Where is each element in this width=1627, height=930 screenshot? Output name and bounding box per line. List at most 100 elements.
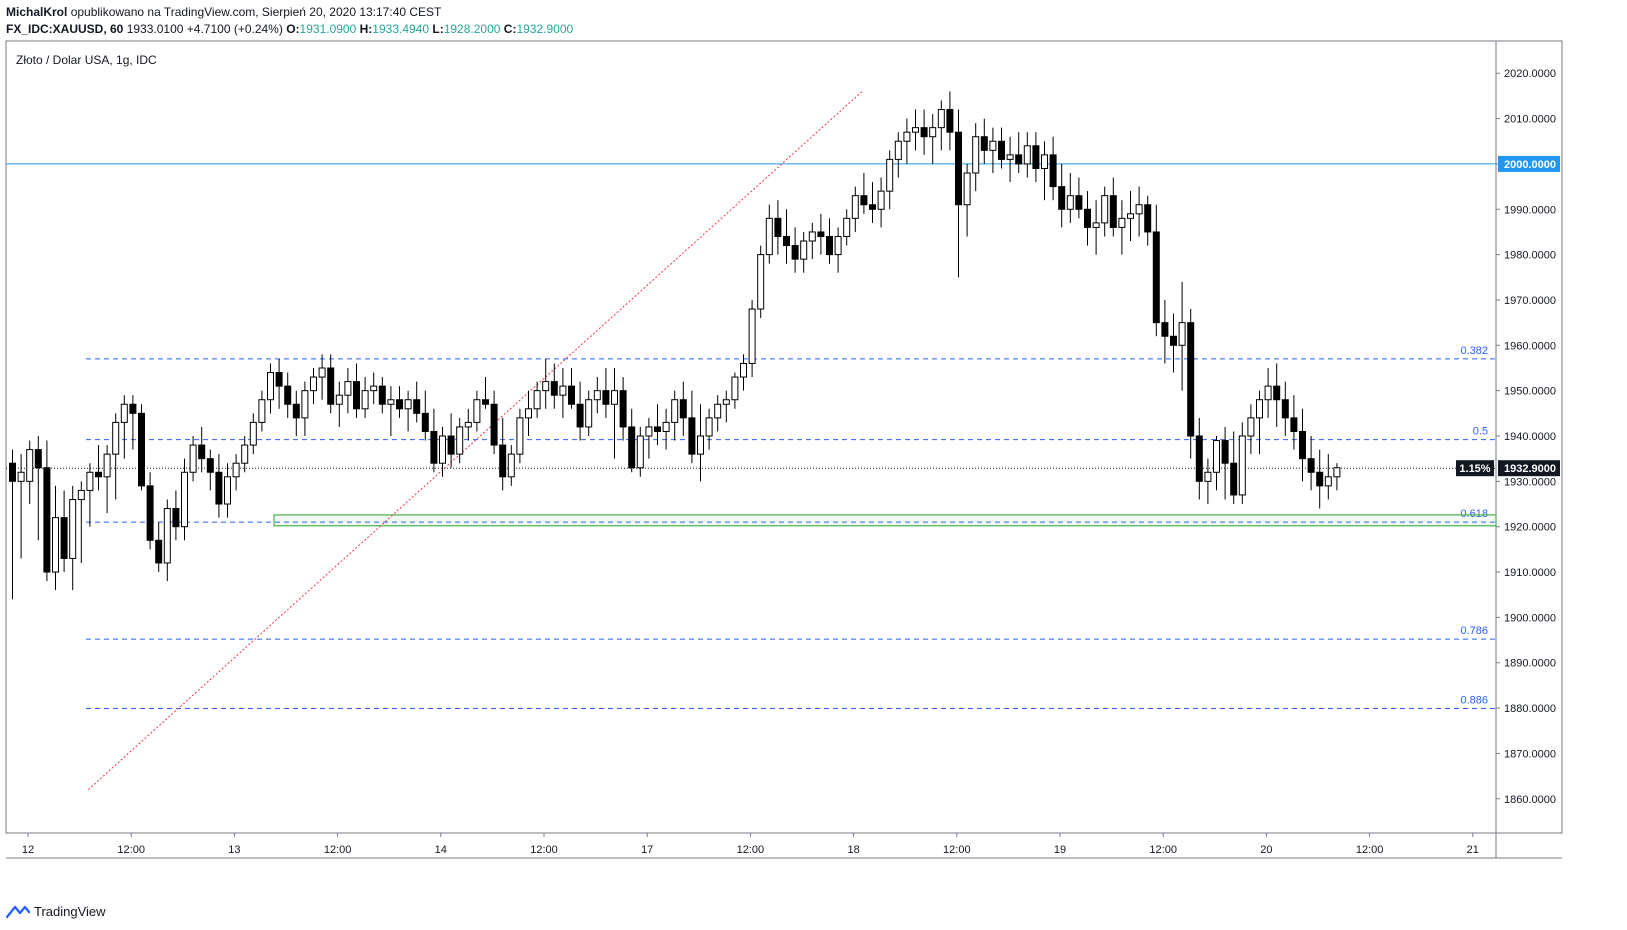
price-change: +4.7100 (+0.24%)	[186, 22, 283, 36]
candle-body	[1049, 154, 1057, 188]
candle-body	[301, 390, 309, 419]
candle-body	[800, 240, 808, 260]
time-tick-label: 20	[1260, 844, 1272, 856]
candle-body	[129, 403, 137, 414]
candle-body	[576, 403, 584, 428]
fib-level-label: 0.382	[1460, 345, 1488, 357]
candle-body	[1170, 335, 1177, 346]
candle-body	[490, 403, 498, 446]
candle-body	[1075, 195, 1083, 210]
candle-body	[447, 435, 455, 455]
candle-body	[998, 140, 1005, 160]
candle-body	[1135, 204, 1143, 215]
candle-body	[464, 421, 472, 428]
candle-body	[172, 508, 180, 528]
candle-body	[387, 399, 395, 405]
candle-body	[1230, 462, 1238, 496]
candle-body	[722, 399, 730, 405]
candle-body	[1316, 471, 1324, 487]
price-tick-label: 1970.0000	[1504, 295, 1556, 307]
close-label: C:	[503, 22, 517, 36]
price-tick-label: 1890.0000	[1504, 658, 1556, 670]
time-tick-label: 13	[228, 844, 240, 856]
fib-level-label: 0.618	[1460, 508, 1488, 520]
candle-body	[378, 385, 386, 405]
candle-body	[912, 127, 919, 133]
price-tick-label: 2010.0000	[1504, 114, 1556, 126]
candle-body	[662, 421, 670, 432]
time-tick-label: 12:00	[1356, 844, 1384, 856]
candle-body	[292, 403, 300, 419]
candle-body	[284, 385, 292, 405]
candle-body	[955, 131, 962, 206]
candle-body	[860, 195, 868, 206]
level-price-tag-label: 2000.0000	[1504, 159, 1556, 171]
candle-body	[757, 254, 765, 310]
price-tick-label: 1920.0000	[1504, 522, 1556, 534]
price-tick-label: 1960.0000	[1504, 340, 1556, 352]
candle-body	[748, 308, 756, 364]
candle-body	[765, 217, 773, 256]
candle-body	[783, 235, 790, 247]
candle-body	[1247, 417, 1255, 437]
candle-body	[60, 517, 68, 559]
price-tick-label: 1860.0000	[1504, 794, 1556, 806]
publication-line: MichalKrol opublikowano na TradingView.c…	[6, 5, 441, 19]
candle-body	[851, 195, 859, 219]
candle-body	[516, 417, 524, 455]
candle-body	[731, 376, 739, 401]
candle-body	[679, 399, 687, 419]
candle-body	[671, 399, 679, 423]
time-tick-label: 12:00	[943, 844, 971, 856]
level-price-tag	[1498, 155, 1560, 172]
candle-body	[43, 467, 51, 573]
last-price: 1933.0100	[126, 22, 184, 36]
low-label: L:	[432, 22, 444, 36]
candle-body	[1204, 471, 1212, 482]
candle-body	[241, 444, 249, 464]
candle-body	[1118, 217, 1126, 228]
change-percent-label: 1.15%	[1459, 463, 1490, 475]
time-tick-label: 19	[1054, 844, 1066, 856]
price-tick-label: 1980.0000	[1504, 250, 1556, 262]
candle-body	[507, 453, 515, 478]
candle-body	[1127, 213, 1134, 219]
candle-body	[525, 408, 532, 419]
quote-line: FX_IDC:XAUUSD, 60 1933.0100 +4.7100 (+0.…	[6, 22, 573, 36]
candle-body	[1032, 145, 1040, 169]
candle-body	[224, 476, 231, 505]
candle-body	[267, 372, 274, 401]
price-tick-label: 1870.0000	[1504, 748, 1556, 760]
candle-body	[1015, 154, 1023, 165]
candle-body	[112, 421, 120, 455]
candle-body	[413, 399, 421, 414]
low-value: 1928.2000	[443, 22, 501, 36]
tradingview-logo-icon	[6, 905, 30, 919]
candle-body	[989, 140, 997, 151]
candle-body	[929, 127, 937, 138]
support-zone	[273, 514, 1497, 527]
candle-body	[1152, 231, 1160, 324]
candle-body	[1333, 467, 1341, 478]
candle-body	[77, 489, 85, 500]
candle-body	[335, 394, 343, 405]
time-tick-label: 12:00	[324, 844, 352, 856]
candle-body	[9, 462, 16, 482]
trend-line	[87, 91, 863, 791]
change-percent-tag	[1456, 460, 1494, 477]
symbol-label: FX_IDC:XAUUSD, 60	[6, 22, 124, 36]
candle-body	[937, 109, 945, 129]
candle-body	[877, 190, 885, 210]
candle-body	[593, 390, 601, 401]
candle-body	[619, 390, 627, 428]
candle-body	[327, 367, 335, 405]
candle-body	[499, 444, 507, 478]
author-name[interactable]: MichalKrol	[6, 5, 68, 19]
current-price-tag	[1498, 460, 1560, 477]
candle-body	[69, 498, 77, 559]
candle-body	[1264, 385, 1272, 401]
candle-body	[318, 367, 326, 378]
time-tick-label: 12:00	[530, 844, 558, 856]
footer-brand[interactable]: TradingView	[34, 903, 106, 919]
